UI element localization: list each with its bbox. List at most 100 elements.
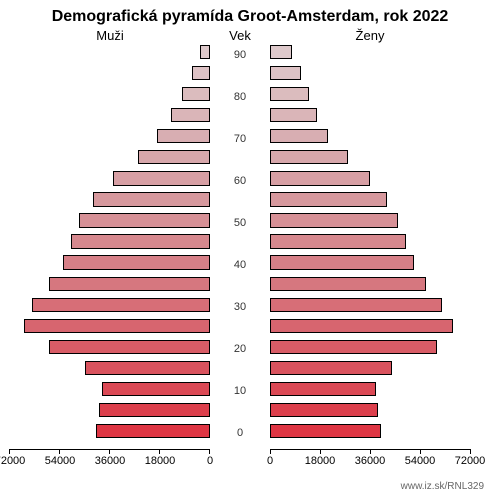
men-bar — [192, 66, 210, 80]
women-side — [270, 277, 470, 296]
pyramid-row — [10, 277, 490, 296]
pyramid-row: 10 — [10, 382, 490, 401]
header-labels: Muži Vek Ženy — [10, 28, 490, 43]
axis-tick-label: 36000 — [355, 455, 386, 467]
pyramid-row — [10, 403, 490, 422]
pyramid-body: 90 80 70 60 50 40 30 20 10 0 — [10, 45, 490, 443]
pyramid-row: 50 — [10, 213, 490, 232]
men-bar — [79, 213, 210, 227]
axis-tick-label: 18000 — [145, 455, 176, 467]
x-axis-gap — [210, 449, 270, 479]
women-side — [270, 45, 470, 64]
men-bar — [113, 171, 210, 185]
women-side — [270, 234, 470, 253]
axis-tick-label: 72000 — [455, 455, 486, 467]
men-bar — [93, 192, 210, 206]
age-label: 80 — [210, 91, 270, 103]
age-label: 0 — [210, 427, 270, 439]
pyramid-row: 70 — [10, 129, 490, 148]
men-side — [10, 298, 210, 317]
age-label: 30 — [210, 301, 270, 313]
pyramid-row: 40 — [10, 255, 490, 274]
men-side — [10, 213, 210, 232]
women-side — [270, 255, 470, 274]
men-bar — [85, 361, 210, 375]
men-bar — [49, 340, 210, 354]
women-bar — [270, 129, 328, 143]
men-bar — [32, 298, 210, 312]
men-side — [10, 234, 210, 253]
age-label: 70 — [210, 133, 270, 145]
pyramid-row — [10, 192, 490, 211]
women-bar — [270, 298, 442, 312]
women-bar — [270, 150, 348, 164]
pyramid-row: 0 — [10, 424, 490, 443]
axis-tick-label: 54000 — [405, 455, 436, 467]
women-bar — [270, 192, 387, 206]
women-side — [270, 298, 470, 317]
women-bar — [270, 319, 453, 333]
women-side — [270, 129, 470, 148]
women-bar — [270, 255, 414, 269]
men-side — [10, 424, 210, 443]
women-side — [270, 66, 470, 85]
pyramid-row — [10, 319, 490, 338]
women-bar — [270, 108, 317, 122]
women-side — [270, 361, 470, 380]
men-side — [10, 150, 210, 169]
axis-tick-label: 36000 — [95, 455, 126, 467]
chart-title: Demografická pyramída Groot-Amsterdam, r… — [10, 8, 490, 26]
age-label: 20 — [210, 343, 270, 355]
men-side — [10, 129, 210, 148]
women-bar — [270, 340, 437, 354]
men-side — [10, 171, 210, 190]
pyramid-row — [10, 108, 490, 127]
women-side — [270, 87, 470, 106]
men-side — [10, 277, 210, 296]
men-side — [10, 340, 210, 359]
pyramid-row: 20 — [10, 340, 490, 359]
x-axis-right: 018000360005400072000 — [270, 449, 470, 479]
pyramid-row: 60 — [10, 171, 490, 190]
pyramid-row — [10, 234, 490, 253]
women-bar — [270, 213, 398, 227]
age-label: 50 — [210, 217, 270, 229]
women-bar — [270, 45, 292, 59]
women-side — [270, 382, 470, 401]
women-bar — [270, 361, 392, 375]
label-age: Vek — [210, 28, 270, 43]
women-bar — [270, 171, 370, 185]
women-bar — [270, 424, 381, 438]
axis-tick-label: 72000 — [0, 455, 25, 467]
women-bar — [270, 382, 376, 396]
x-axis-left: 018000360005400072000 — [10, 449, 210, 479]
pyramid-row: 80 — [10, 87, 490, 106]
label-men: Muži — [10, 28, 210, 43]
men-bar — [63, 255, 210, 269]
women-bar — [270, 66, 301, 80]
men-bar — [157, 129, 210, 143]
age-label: 60 — [210, 175, 270, 187]
women-side — [270, 108, 470, 127]
men-bar — [182, 87, 210, 101]
pyramid-row: 90 — [10, 45, 490, 64]
women-side — [270, 319, 470, 338]
men-bar — [71, 234, 210, 248]
women-side — [270, 150, 470, 169]
men-side — [10, 108, 210, 127]
men-side — [10, 192, 210, 211]
pyramid-row — [10, 150, 490, 169]
axis-tick-label: 0 — [267, 455, 273, 467]
footer-source: www.iz.sk/RNL329 — [10, 479, 490, 492]
men-bar — [96, 424, 210, 438]
women-bar — [270, 87, 309, 101]
men-side — [10, 66, 210, 85]
men-side — [10, 382, 210, 401]
age-label: 90 — [210, 49, 270, 61]
pyramid-row: 30 — [10, 298, 490, 317]
population-pyramid-chart: Demografická pyramída Groot-Amsterdam, r… — [0, 0, 500, 500]
men-side — [10, 45, 210, 64]
women-bar — [270, 403, 378, 417]
pyramid-row — [10, 361, 490, 380]
men-side — [10, 319, 210, 338]
